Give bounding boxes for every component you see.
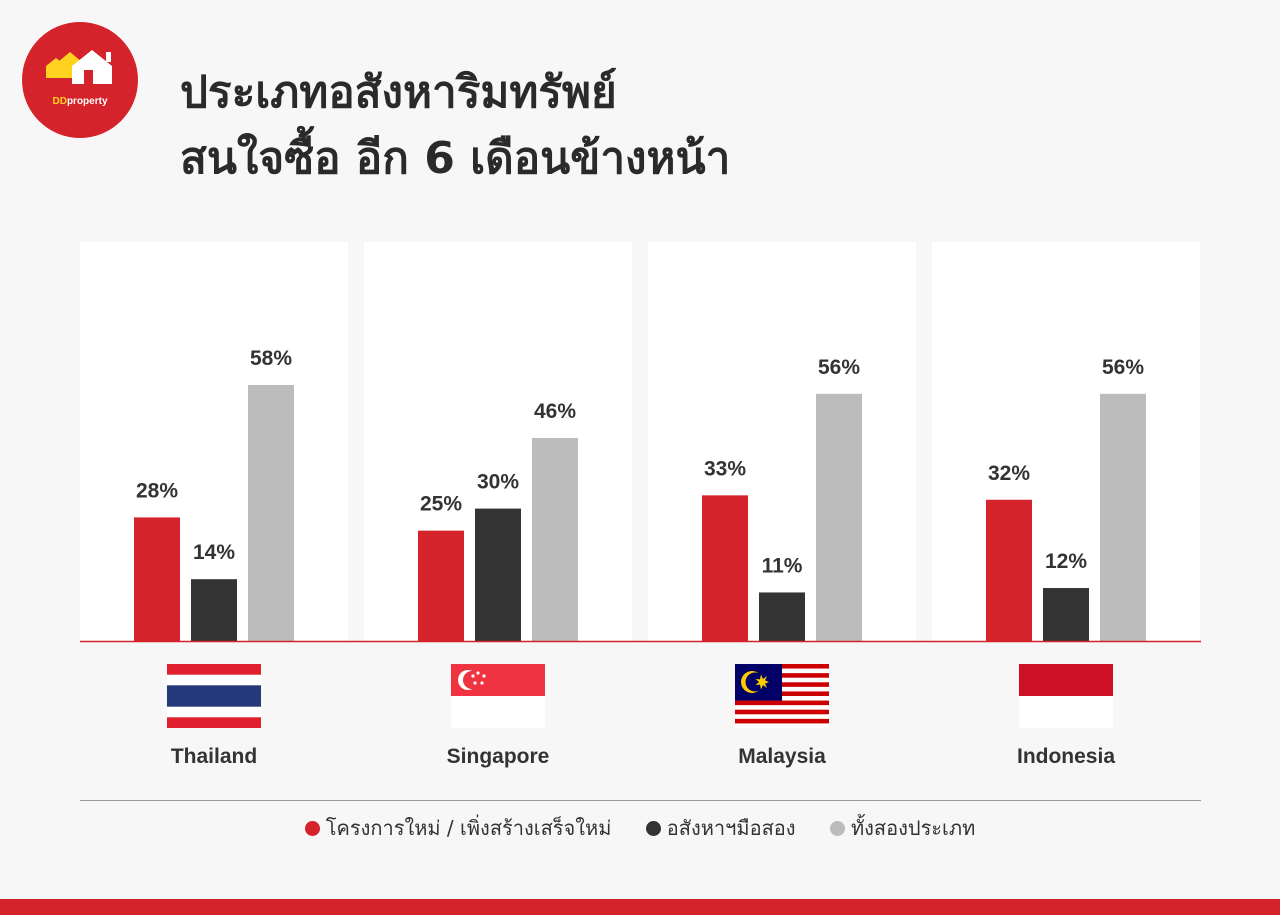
data-label: 33% [704, 457, 746, 480]
bar [1100, 393, 1146, 641]
bar [418, 530, 464, 641]
legend-swatch-resale [645, 821, 661, 836]
data-label: 32% [988, 462, 1030, 485]
title-line-1: ประเภทอสังหาริมทรัพย์ [180, 67, 617, 118]
indonesia-flag [1019, 664, 1113, 728]
bar [759, 592, 805, 641]
data-label: 12% [1045, 550, 1087, 573]
bar [134, 517, 180, 641]
data-label: 46% [534, 400, 576, 423]
malaysia-flag [735, 664, 829, 728]
legend-item-new: โครงการใหม่ / เพิ่งสร้างเสร็จใหม่ [304, 812, 612, 844]
data-label: 28% [136, 479, 178, 502]
data-label: 30% [477, 471, 519, 494]
bar [475, 508, 521, 641]
legend-swatch-both [829, 821, 845, 836]
title-line-2: สนใจซื้อ อีก 6 เดือนข้างหน้า [180, 133, 731, 184]
country-label-thailand: Thailand [170, 745, 258, 768]
bar [702, 495, 748, 641]
country-label-singapore: Singapore [446, 745, 550, 768]
ddproperty-logo: DDproperty [22, 22, 138, 138]
data-label: 11% [762, 554, 803, 577]
bar [816, 393, 862, 641]
data-label: 25% [420, 493, 462, 516]
logo-wordmark: DDproperty [52, 96, 108, 107]
thailand-flag [167, 664, 261, 728]
bar [1043, 588, 1089, 641]
data-label: 56% [1102, 356, 1144, 379]
house-icon [46, 50, 112, 84]
chart-panel [80, 242, 348, 641]
data-label: 58% [250, 347, 292, 370]
singapore-flag [451, 664, 545, 728]
chart-panel [648, 242, 916, 641]
bar [248, 385, 294, 641]
bar [986, 499, 1032, 641]
legend-label-new: โครงการใหม่ / เพิ่งสร้างเสร็จใหม่ [325, 816, 612, 840]
country-label-indonesia: Indonesia [1016, 745, 1116, 768]
legend-label-resale: อสังหาฯมือสอง [666, 816, 796, 840]
bar [532, 437, 578, 641]
bar [191, 579, 237, 641]
data-label: 14% [193, 541, 235, 564]
data-label: 56% [818, 356, 860, 379]
country-label-malaysia: Malaysia [738, 745, 826, 768]
legend-swatch-new [304, 821, 320, 836]
legend-divider [80, 800, 1201, 801]
chart-panel [932, 242, 1200, 641]
footer-accent-bar [0, 899, 1280, 915]
legend-label-both: ทั้งสองประเภท [850, 816, 976, 840]
legend-item-resale: อสังหาฯมือสอง [645, 812, 796, 844]
page-title: ประเภทอสังหาริมทรัพย์ สนใจซื้อ อีก 6 เดื… [180, 60, 730, 192]
legend-item-both: ทั้งสองประเภท [829, 812, 976, 844]
chart-legend: โครงการใหม่ / เพิ่งสร้างเสร็จใหม่ อสังหา… [0, 812, 1280, 844]
